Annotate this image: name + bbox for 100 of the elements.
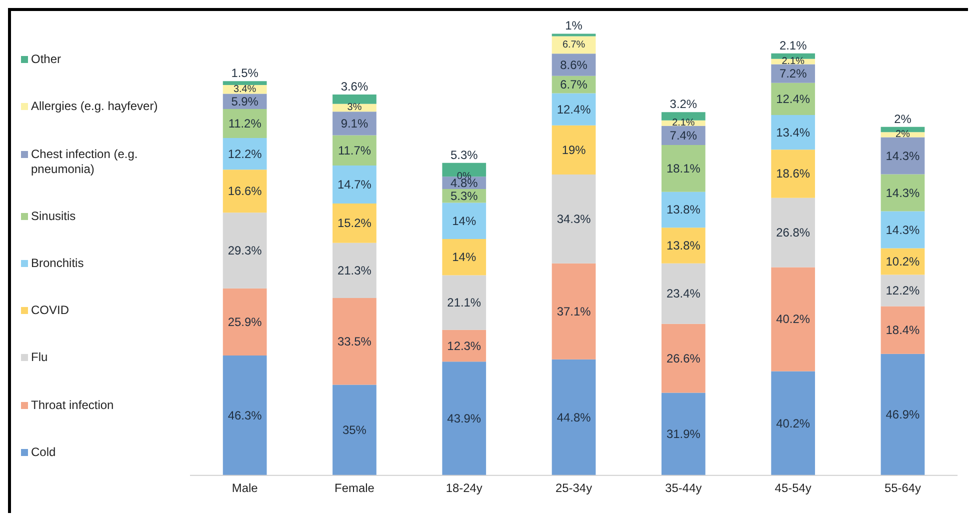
- data-label: 14.3%: [886, 148, 921, 163]
- bar: [662, 228, 706, 264]
- data-label: 29.3%: [228, 244, 263, 258]
- data-label: 15.2%: [338, 216, 372, 230]
- data-label: 37.1%: [557, 304, 592, 318]
- data-label: 3%: [348, 102, 362, 114]
- data-label: 33.5%: [338, 334, 372, 348]
- bar: [552, 174, 596, 264]
- bar: [772, 82, 816, 115]
- bar: [552, 93, 596, 126]
- legend-label: Other: [31, 52, 62, 68]
- data-label: 13.8%: [666, 202, 702, 217]
- x-tick-label: Female: [335, 480, 376, 495]
- data-label: 21.3%: [338, 263, 372, 278]
- bar: [442, 330, 487, 362]
- data-label: 1%: [566, 18, 584, 33]
- data-label: 46.3%: [228, 408, 263, 422]
- data-label: 8.6%: [560, 58, 588, 72]
- legend-label: Sinusitis: [31, 208, 77, 224]
- bar: [333, 384, 377, 476]
- data-label: 5.9%: [232, 94, 260, 108]
- bar: [881, 354, 926, 476]
- bar: [223, 109, 268, 138]
- bar: [881, 174, 926, 212]
- data-label: 5.3%: [450, 148, 479, 162]
- data-label: 31.9%: [666, 427, 702, 442]
- bar: [223, 355, 268, 476]
- data-label: 14.7%: [338, 178, 372, 192]
- data-label: 43.9%: [448, 412, 482, 426]
- bar: [223, 138, 268, 170]
- legend-label: Flu: [31, 350, 49, 366]
- bar: [881, 306, 926, 354]
- bar: [333, 242, 377, 298]
- data-label: 18.4%: [886, 323, 921, 338]
- data-label: 12.4%: [557, 102, 592, 116]
- data-label: 3.6%: [341, 80, 369, 94]
- bar: [662, 112, 706, 120]
- data-label: 40.2%: [776, 416, 811, 430]
- data-label: 19%: [562, 142, 587, 157]
- data-label: 12.4%: [776, 92, 811, 106]
- data-label: 11.2%: [228, 116, 262, 131]
- x-tick-label: Male: [232, 480, 259, 495]
- bar: [662, 192, 706, 228]
- bar: [333, 298, 377, 385]
- bar: [772, 150, 816, 198]
- bar: [662, 263, 706, 324]
- bar: [772, 371, 816, 476]
- data-label: 18.1%: [666, 161, 702, 176]
- bar: [662, 324, 706, 393]
- bar: [442, 362, 487, 476]
- bar: [442, 238, 487, 276]
- data-label: 2%: [894, 112, 912, 126]
- x-tick-label: 45-54y: [775, 480, 812, 495]
- bar: [662, 145, 706, 192]
- data-label: 14%: [452, 214, 477, 228]
- bar: [333, 135, 377, 166]
- bar: [772, 198, 816, 268]
- bar: [662, 392, 706, 476]
- data-label: 18.6%: [776, 166, 811, 181]
- data-label: 9.1%: [341, 116, 369, 130]
- bar: [881, 274, 926, 306]
- legend-label: Bronchitis: [31, 256, 85, 271]
- bar: [552, 263, 596, 360]
- bar: [552, 34, 596, 36]
- data-label: 1.5%: [232, 66, 260, 80]
- data-label: 12.3%: [448, 338, 482, 353]
- data-label: 14.3%: [886, 186, 921, 200]
- legend-label: Allergies (e.g. hayfever): [31, 99, 159, 114]
- bar: [552, 125, 596, 175]
- data-label: 5.3%: [450, 188, 479, 203]
- data-label: 21.1%: [448, 296, 482, 310]
- data-label: 35%: [342, 423, 368, 438]
- bar: [223, 212, 268, 288]
- data-label: 13.8%: [666, 238, 702, 252]
- x-tick-label: 55-64y: [884, 480, 922, 495]
- bar: [333, 204, 377, 243]
- data-label: 23.4%: [666, 286, 702, 301]
- x-tick-label: 35-44y: [666, 480, 702, 495]
- data-label: 2.1%: [782, 56, 806, 68]
- bar: [772, 53, 816, 59]
- bar: [333, 165, 377, 204]
- x-tick-label: 25-34y: [556, 480, 593, 495]
- legend-label: Cold: [31, 444, 57, 460]
- data-label: 2.1%: [780, 38, 808, 52]
- bar: [333, 112, 377, 136]
- data-label: 14.3%: [886, 222, 921, 237]
- bar: [881, 211, 926, 248]
- data-label: 12.2%: [228, 146, 263, 161]
- bar: [552, 359, 596, 476]
- bar: [442, 275, 487, 330]
- bar: [442, 202, 487, 239]
- bar: [223, 81, 268, 85]
- data-label: 3.2%: [670, 97, 698, 112]
- data-label: 7.2%: [780, 66, 808, 81]
- data-label: 40.2%: [776, 312, 811, 326]
- data-label: 2.1%: [672, 118, 696, 129]
- data-label: 12.2%: [886, 284, 921, 298]
- bar: [772, 267, 816, 372]
- data-label: 6.7%: [560, 78, 588, 92]
- data-label: 11.7%: [338, 143, 372, 158]
